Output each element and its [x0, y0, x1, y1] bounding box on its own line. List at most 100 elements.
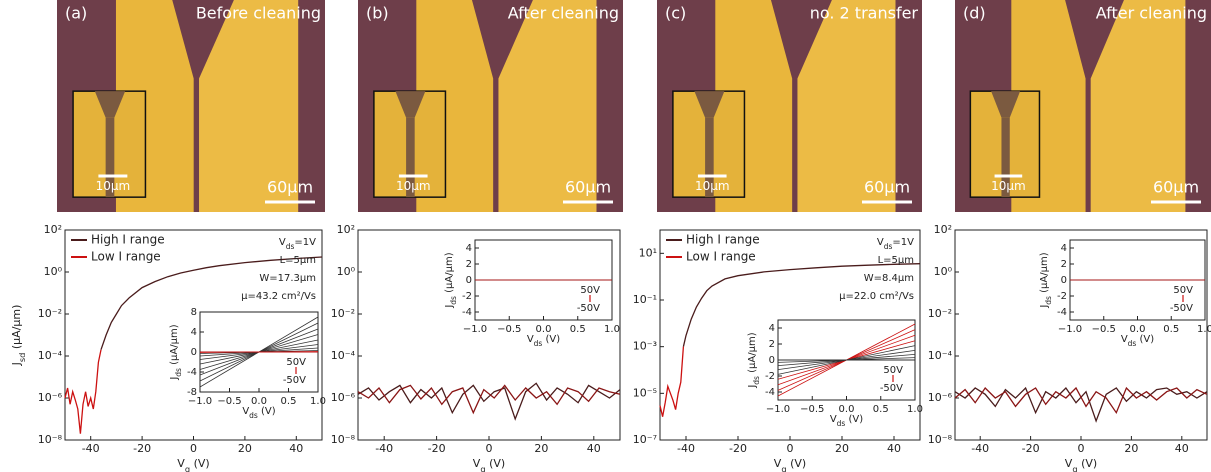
annotation: -50V — [1170, 303, 1193, 314]
annotation: -50V — [283, 375, 306, 386]
y-tick-label: 10² — [44, 223, 62, 236]
y-tick-label: 10⁰ — [44, 265, 63, 278]
legend-label: Low I range — [686, 250, 756, 264]
y-tick-label: -4 — [1057, 307, 1067, 318]
y-tick-label: 10⁻⁵ — [633, 386, 657, 399]
data-line — [659, 346, 685, 417]
y-tick-label: 10⁻⁶ — [331, 391, 356, 404]
x-tick-label: -40 — [375, 442, 393, 455]
inset-channel — [105, 117, 115, 198]
annotation: L=5μm — [878, 255, 914, 266]
y-tick-label: 10⁰ — [337, 265, 356, 278]
x-tick-label: -20 — [428, 442, 446, 455]
x-tick-label: 0.0 — [1130, 324, 1146, 335]
x-tick-label: -20 — [729, 442, 747, 455]
y-tick-label: -8 — [187, 387, 197, 398]
panel-caption: Before cleaning — [196, 4, 321, 23]
y-tick-label: -4 — [187, 367, 197, 378]
annotation: -50V — [880, 383, 903, 394]
x-axis-label: Vg (V) — [774, 457, 806, 472]
annotation: μ=22.0 cm²/Vs — [839, 291, 914, 302]
annotation: 50V — [580, 285, 600, 296]
x-tick-label: 0.5 — [281, 396, 297, 407]
x-tick-label: 20 — [1124, 442, 1138, 455]
y-axis-label: Jds (μA/μm) — [444, 252, 458, 308]
x-tick-label: 20 — [534, 442, 548, 455]
x-tick-label: 20 — [238, 442, 252, 455]
inset-scale-label: 10μm — [396, 179, 431, 193]
panel-label: (b) — [366, 4, 389, 23]
inset-scale-label: 10μm — [991, 179, 1026, 193]
micrograph: 10μm 60μm (c) no. 2 transfer — [657, 0, 922, 212]
electrode — [1090, 0, 1186, 212]
x-tick-label: −0.5 — [800, 404, 824, 415]
x-tick-label: 1.0 — [907, 404, 923, 415]
annotation: μ=43.2 cm²/Vs — [241, 291, 316, 302]
x-tick-label: 40 — [1175, 442, 1189, 455]
inset-scale-label: 10μm — [695, 179, 730, 193]
x-tick-label: 1.0 — [1197, 324, 1211, 335]
micrograph: 10μm 60μm (b) After cleaning — [358, 0, 623, 212]
y-tick-label: -2 — [462, 291, 472, 302]
x-axis-label: Vg (V) — [177, 457, 209, 472]
electrode — [498, 0, 597, 212]
x-tick-label: -20 — [1022, 442, 1040, 455]
x-tick-label: 0.5 — [570, 324, 586, 335]
y-tick-label: -2 — [765, 371, 775, 382]
electrode — [797, 0, 896, 212]
y-axis-label: Jsd (μA/μm) — [10, 305, 27, 367]
y-tick-label: -4 — [462, 307, 472, 318]
y-tick-label: 10⁻² — [331, 307, 355, 320]
y-tick-label: 10⁻¹ — [633, 293, 657, 306]
panel-label: (c) — [665, 4, 686, 23]
y-tick-label: 10⁻² — [928, 307, 952, 320]
x-tick-label: 0.0 — [251, 396, 267, 407]
y-tick-label: 2 — [1061, 259, 1067, 270]
scale-label: 60μm — [565, 178, 611, 197]
y-axis-label: Jds (μA/μm) — [1039, 252, 1053, 308]
x-tick-label: 0.0 — [839, 404, 855, 415]
y-axis-label: Jds (μA/μm) — [747, 332, 761, 388]
y-tick-label: 10⁻⁷ — [633, 433, 657, 446]
x-tick-label: −1.0 — [188, 396, 212, 407]
x-tick-label: 40 — [887, 442, 901, 455]
annotation: -50V — [577, 303, 600, 314]
panel-caption: no. 2 transfer — [810, 4, 919, 23]
legend-label: High I range — [686, 233, 760, 247]
panel-caption: After cleaning — [1096, 4, 1207, 23]
x-tick-label: 20 — [835, 442, 849, 455]
x-tick-label: -40 — [677, 442, 695, 455]
annotation: L=5μm — [280, 255, 316, 266]
data-line — [682, 263, 921, 347]
inset-scale-label: 10μm — [96, 179, 131, 193]
y-tick-label: 10⁻⁸ — [38, 433, 63, 446]
x-tick-label: −1.0 — [1058, 324, 1082, 335]
x-axis-label: Vg (V) — [1065, 457, 1097, 472]
y-tick-label: 10⁻⁶ — [38, 391, 63, 404]
data-line — [357, 384, 621, 415]
x-tick-label: −0.5 — [217, 396, 241, 407]
y-tick-label: 4 — [191, 327, 197, 338]
y-tick-label: 10⁻⁴ — [331, 349, 356, 362]
y-tick-label: 10⁻⁶ — [928, 391, 953, 404]
x-tick-label: -40 — [971, 442, 989, 455]
x-tick-label: 0.5 — [873, 404, 889, 415]
micrograph: 10μm 60μm (d) After cleaning — [955, 0, 1211, 212]
y-tick-label: 10⁻² — [38, 307, 62, 320]
y-tick-label: 4 — [1061, 243, 1067, 254]
x-tick-label: 1.0 — [310, 396, 326, 407]
x-tick-label: -40 — [82, 442, 100, 455]
inset-channel — [991, 91, 1021, 118]
x-tick-label: −1.0 — [463, 324, 487, 335]
scale-label: 60μm — [864, 178, 910, 197]
inset-channel — [406, 117, 415, 198]
annotation: W=17.3μm — [259, 273, 316, 284]
x-tick-label: 1.0 — [604, 324, 620, 335]
y-tick-label: 10⁻⁸ — [928, 433, 953, 446]
y-tick-label: 10⁻⁸ — [331, 433, 356, 446]
panel-label: (d) — [963, 4, 986, 23]
y-tick-label: 2 — [769, 339, 775, 350]
data-line — [64, 349, 102, 434]
electrode — [199, 0, 299, 212]
inset-channel — [395, 91, 426, 118]
